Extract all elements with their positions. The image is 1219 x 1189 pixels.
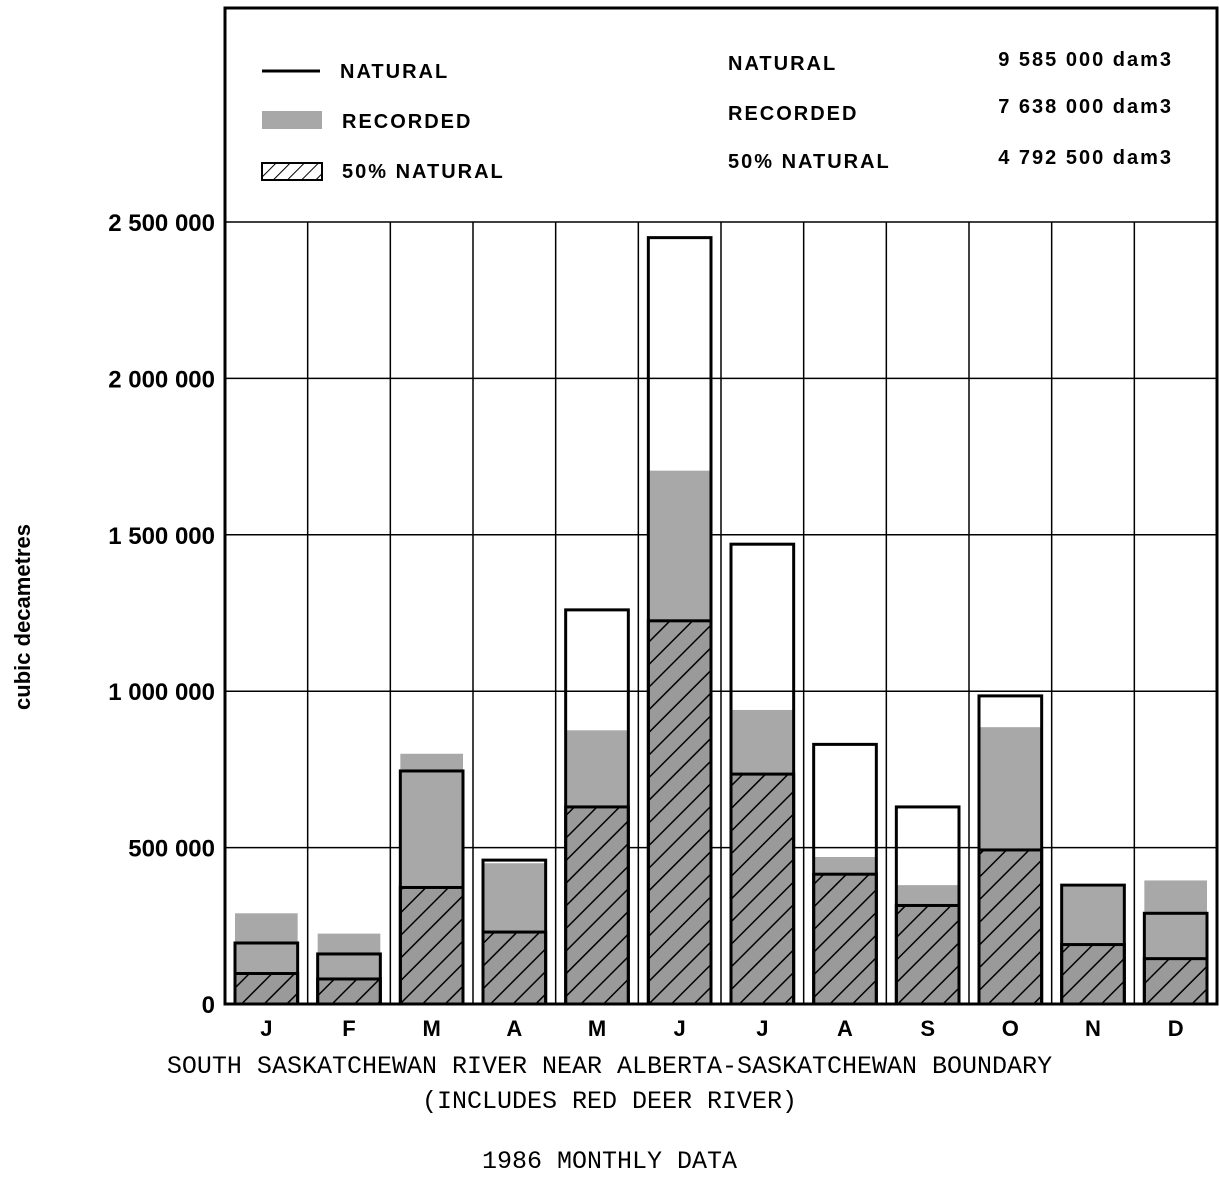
chart-frame [223, 6, 1219, 1006]
half-natural-bar-6 [729, 772, 796, 1006]
x-tick-label-11: D [1168, 1016, 1184, 1041]
x-axis-label-line2: (INCLUDES RED DEER RIVER) [421, 1087, 798, 1116]
total-50pct-natural-label: 50% NATURAL [728, 151, 891, 173]
x-axis-label: SOUTH SASKATCHEWAN RIVER NEAR ALBERTA-SA… [166, 1052, 1053, 1081]
x-tick-label-5: J [674, 1016, 686, 1041]
total-natural-value: 9 585 000 dam3 [998, 49, 1173, 71]
x-tick-label-2: M [423, 1016, 441, 1041]
half-natural-bar-5 [646, 619, 713, 1006]
half-natural-bar-8 [894, 903, 961, 1006]
x-tick-label-9: O [1002, 1016, 1019, 1041]
x-tick-label-0: J [260, 1016, 272, 1041]
total-recorded-value: 7 638 000 dam3 [998, 96, 1173, 118]
half-natural-bar-1 [316, 977, 382, 1006]
x-tick-label-4: M [588, 1016, 606, 1041]
legend-recorded-swatch [262, 111, 322, 129]
half-natural-bar-11 [1142, 957, 1209, 1006]
legend: NATURAL RECORDED 50% NATURAL NATURAL 9 5… [261, 49, 1173, 183]
y-tick-label-1: 500 000 [128, 836, 215, 863]
total-50pct-natural-value: 4 792 500 dam3 [998, 147, 1173, 169]
legend-50pct-natural-label: 50% NATURAL [342, 161, 505, 183]
y-tick-label-5: 2 500 000 [108, 210, 215, 237]
x-tick-label-1: F [342, 1016, 355, 1041]
y-axis-label: cubic decametres [10, 524, 35, 710]
legend-natural-label: NATURAL [340, 61, 449, 83]
x-tick-label-3: A [506, 1016, 522, 1041]
half-natural-bar-7 [812, 872, 878, 1006]
chart-footer: 1986 MONTHLY DATA [481, 1147, 738, 1176]
half-natural-bar-9 [977, 848, 1044, 1006]
x-tick-label-8: S [920, 1016, 935, 1041]
x-tick-label-10: N [1085, 1016, 1101, 1041]
y-tick-label-0: 0 [202, 992, 215, 1019]
legend-recorded-label: RECORDED [342, 111, 472, 133]
half-natural-bar-4 [564, 805, 630, 1006]
half-natural-bar-0 [233, 972, 300, 1006]
total-recorded-label: RECORDED [728, 103, 858, 125]
y-tick-label-4: 2 000 000 [108, 366, 215, 393]
half-natural-bar-10 [1060, 943, 1126, 1006]
half-natural-bar-2 [398, 885, 465, 1006]
x-tick-label-7: A [837, 1016, 853, 1041]
legend-50pct-natural-swatch [261, 162, 323, 181]
total-natural-label: NATURAL [728, 53, 837, 75]
x-tick-label-6: J [756, 1016, 768, 1041]
half-natural-bar-3 [481, 930, 548, 1006]
y-tick-label-2: 1 000 000 [108, 679, 215, 706]
y-tick-label-3: 1 500 000 [108, 523, 215, 550]
